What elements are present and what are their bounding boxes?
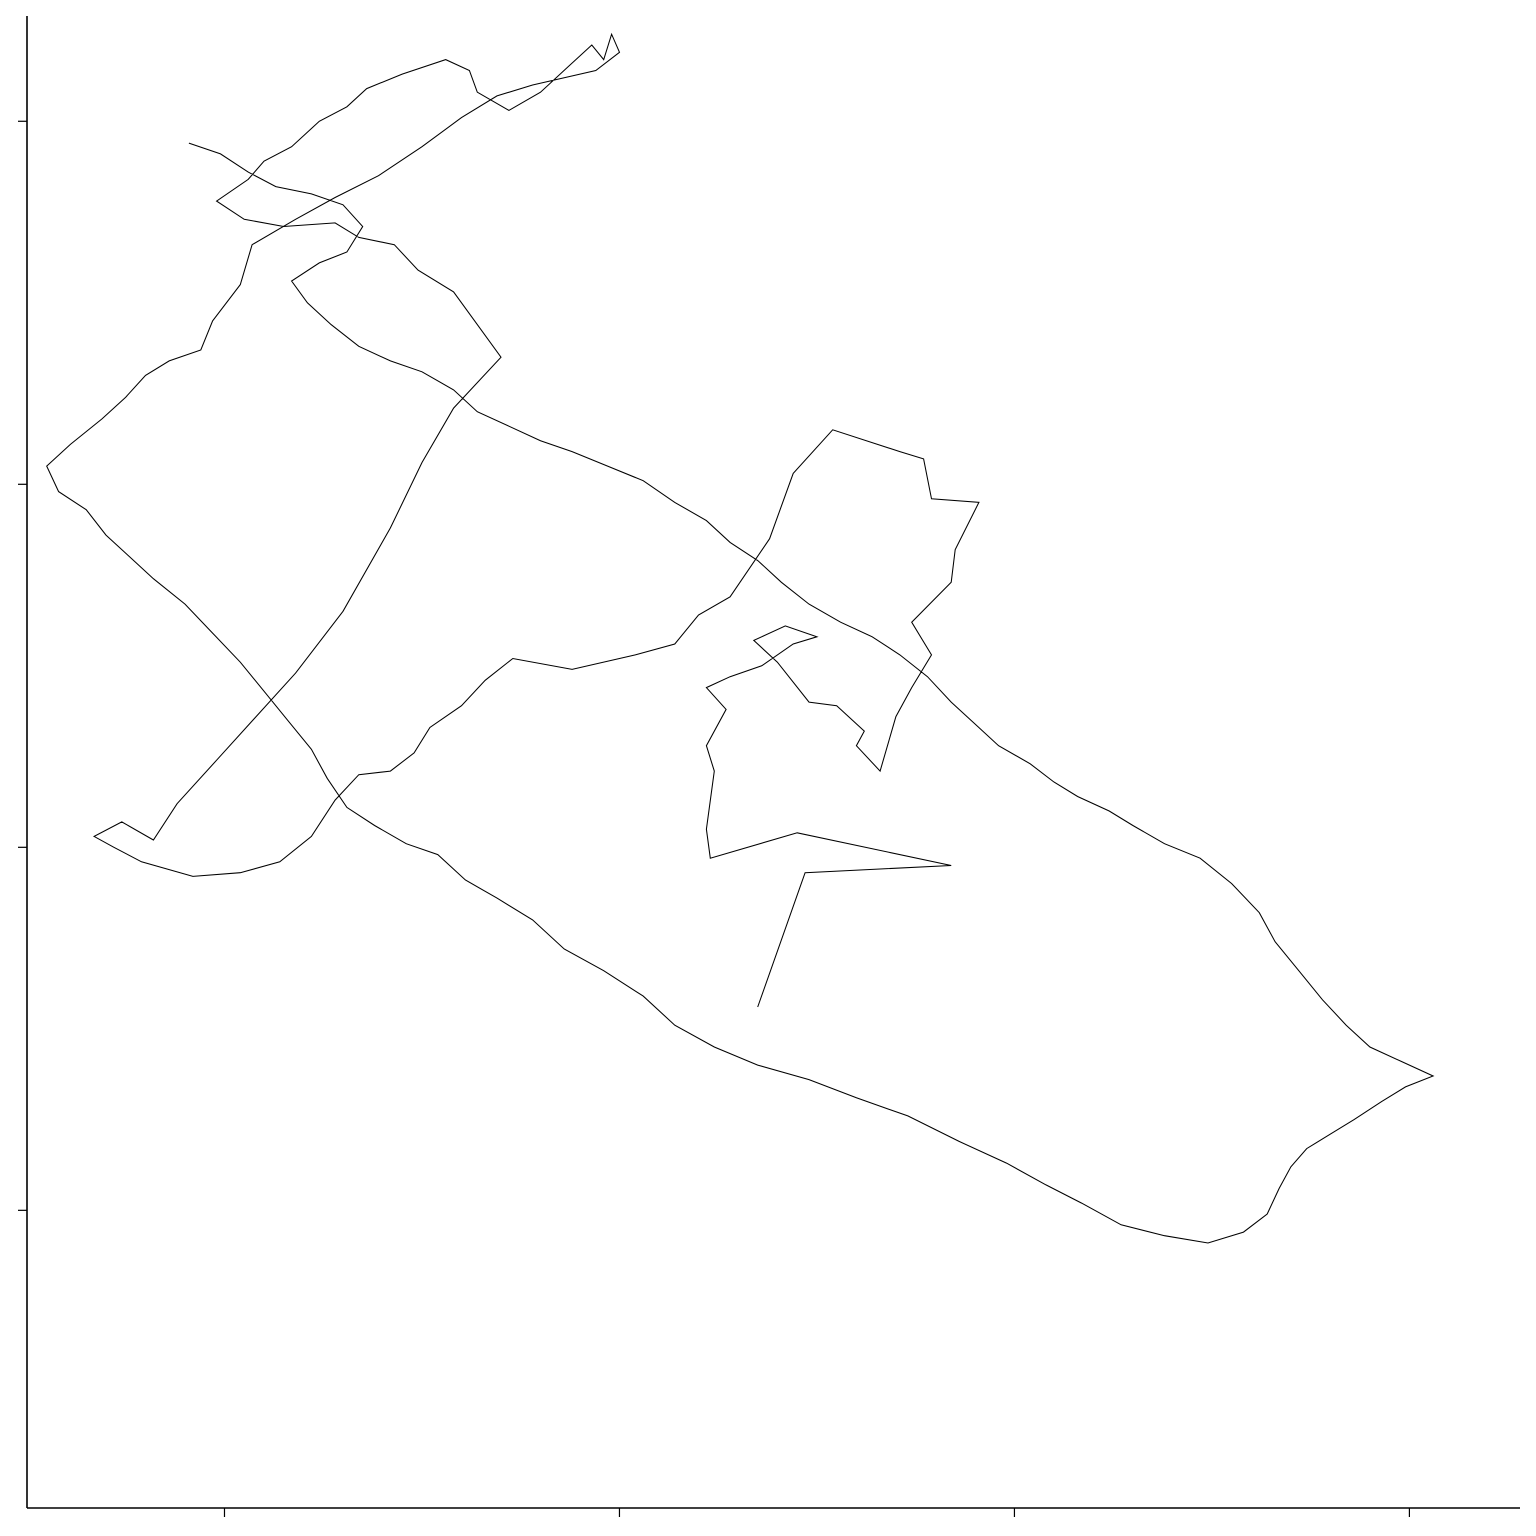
- axes: [26, 16, 1520, 1509]
- series-line-0: [46, 32, 1435, 1244]
- plot-area: [46, 32, 1435, 1244]
- axis-ticks: [18, 120, 1411, 1517]
